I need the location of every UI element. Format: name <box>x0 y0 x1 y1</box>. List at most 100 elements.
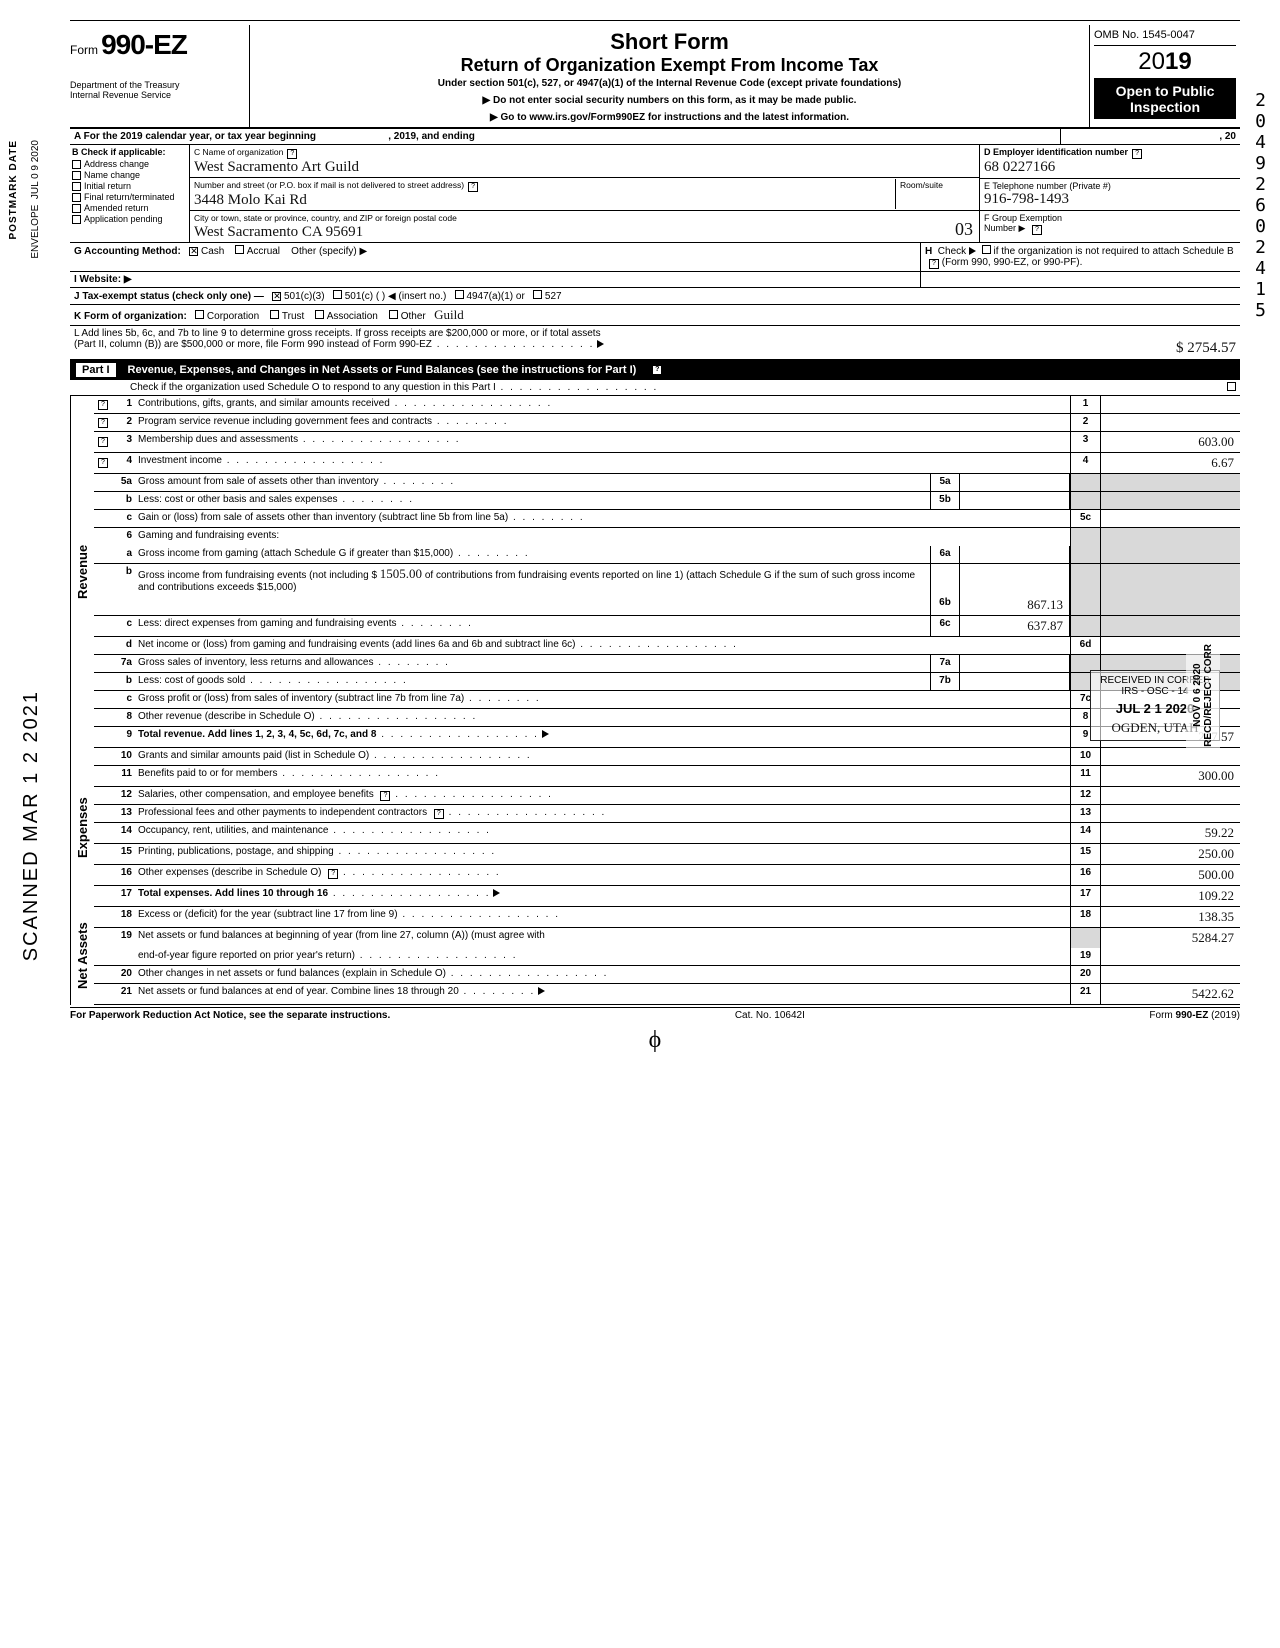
cb-4947[interactable] <box>455 290 464 299</box>
line-6d: Net income or (loss) from gaming and fun… <box>138 639 575 650</box>
line-21: Net assets or fund balances at end of ye… <box>138 986 459 997</box>
nov-stamp: NOV 0 6 2020RECD/REJECT CORR <box>1186 640 1220 751</box>
line-8: Other revenue (describe in Schedule O) <box>138 711 315 722</box>
cb-initial[interactable] <box>72 182 81 191</box>
line-14: Occupancy, rent, utilities, and maintena… <box>138 825 328 836</box>
line-4: Investment income <box>138 455 222 466</box>
form-number: 990-EZ <box>101 29 187 60</box>
val-6b: 867.13 <box>960 595 1070 615</box>
tax-year: 2019 <box>1094 46 1236 79</box>
part1-header: Part I Revenue, Expenses, and Changes in… <box>70 360 1240 380</box>
cb-501c3[interactable] <box>272 292 281 301</box>
cb-cash[interactable] <box>189 247 198 256</box>
line-20: Other changes in net assets or fund bala… <box>138 968 446 979</box>
help-icon[interactable]: ? <box>380 791 390 801</box>
line-6: Gaming and fundraising events: <box>138 530 279 541</box>
ssn-note: ▶ Do not enter social security numbers o… <box>258 95 1081 106</box>
i-label: I Website: ▶ <box>74 274 132 285</box>
help-icon[interactable]: ? <box>1032 225 1042 235</box>
lbl-final: Final return/terminated <box>84 192 175 202</box>
lbl-name: Name change <box>84 170 140 180</box>
org-city: West Sacramento CA 95691 <box>194 224 363 240</box>
c-street-label: Number and street (or P.O. box if mail i… <box>194 180 464 190</box>
cb-527[interactable] <box>533 290 542 299</box>
val-6b-contrib: 1505.00 <box>380 566 422 581</box>
cb-accrual[interactable] <box>235 245 244 254</box>
val-17: 109.22 <box>1100 886 1240 906</box>
line-13: Professional fees and other payments to … <box>138 807 427 818</box>
l-value: $ 2754.57 <box>1176 340 1236 356</box>
lbl-other-org: Other <box>401 311 426 322</box>
help-icon[interactable]: ? <box>468 182 478 192</box>
footer-left: For Paperwork Reduction Act Notice, see … <box>70 1010 390 1021</box>
help-icon[interactable]: ? <box>287 149 297 159</box>
cb-corp[interactable] <box>195 310 204 319</box>
doc-id-vertical: 20492602415 <box>1255 90 1270 321</box>
c-room-label: Room/suite <box>900 180 943 190</box>
lbl-address: Address change <box>84 159 149 169</box>
help-icon[interactable]: ? <box>98 437 108 447</box>
lbl-amended: Amended return <box>84 203 149 213</box>
section-expenses: Expenses <box>70 748 94 907</box>
line-19b: end-of-year figure reported on prior yea… <box>138 950 355 961</box>
phone: 916-798-1493 <box>984 191 1069 207</box>
row-a-left: A For the 2019 calendar year, or tax yea… <box>74 131 316 142</box>
g-label: G Accounting Method: <box>74 246 181 257</box>
val-16: 500.00 <box>1100 865 1240 885</box>
line-7b: Less: cost of goods sold <box>138 675 245 686</box>
cb-pending[interactable] <box>72 215 81 224</box>
line-17: Total expenses. Add lines 10 through 16 <box>138 888 328 899</box>
line-7a: Gross sales of inventory, less returns a… <box>138 657 373 668</box>
e-label: E Telephone number (Private #) <box>984 181 1111 191</box>
lbl-501c: 501(c) ( ) ◀ (insert no.) <box>345 291 447 302</box>
help-icon[interactable]: ? <box>98 400 108 410</box>
cb-name[interactable] <box>72 171 81 180</box>
help-icon[interactable]: ? <box>98 458 108 468</box>
help-icon[interactable]: ? <box>652 365 662 375</box>
cb-other[interactable] <box>389 310 398 319</box>
c-city-label: City or town, state or province, country… <box>194 213 457 223</box>
j-label: J Tax-exempt status (check only one) — <box>74 291 264 302</box>
val-15: 250.00 <box>1100 844 1240 864</box>
k-hand: Guild <box>434 307 464 322</box>
cb-trust[interactable] <box>270 310 279 319</box>
val-14: 59.22 <box>1100 823 1240 843</box>
cb-assoc[interactable] <box>315 310 324 319</box>
cb-amended[interactable] <box>72 204 81 213</box>
line-6c: Less: direct expenses from gaming and fu… <box>138 618 396 629</box>
help-icon[interactable]: ? <box>434 809 444 819</box>
f-label: F Group Exemption <box>984 213 1062 223</box>
line-18: Excess or (deficit) for the year (subtra… <box>138 909 398 920</box>
lbl-corp: Corporation <box>207 311 259 322</box>
help-icon[interactable]: ? <box>98 418 108 428</box>
jul-date: JUL 0 9 2020 <box>30 140 41 199</box>
val-18: 138.35 <box>1100 907 1240 927</box>
cb-address[interactable] <box>72 160 81 169</box>
page-footer: For Paperwork Reduction Act Notice, see … <box>70 1007 1240 1021</box>
l-line2: (Part II, column (B)) are $500,000 or mo… <box>74 339 432 350</box>
lbl-527: 527 <box>545 291 562 302</box>
cb-501c[interactable] <box>333 290 342 299</box>
line-9: Total revenue. Add lines 1, 2, 3, 4, 5c,… <box>138 729 376 740</box>
d-label: D Employer identification number <box>984 147 1128 157</box>
lbl-other: Other (specify) ▶ <box>291 246 367 257</box>
block-bcdef: B Check if applicable: Address change Na… <box>70 145 1240 243</box>
omb-number: OMB No. 1545-0047 <box>1094 29 1236 46</box>
part1-title: Revenue, Expenses, and Changes in Net As… <box>128 364 637 376</box>
open-public-1: Open to Public <box>1096 83 1234 99</box>
short-form-title: Short Form <box>258 29 1081 55</box>
line-1: Contributions, gifts, grants, and simila… <box>138 398 390 409</box>
help-icon[interactable]: ? <box>1132 149 1142 159</box>
line-15: Printing, publications, postage, and shi… <box>138 846 334 857</box>
cb-h[interactable] <box>982 245 991 254</box>
help-icon[interactable]: ? <box>929 259 939 269</box>
val-4: 6.67 <box>1100 453 1240 473</box>
lbl-trust: Trust <box>282 311 304 322</box>
cb-scho[interactable] <box>1227 382 1236 391</box>
cb-final[interactable] <box>72 193 81 202</box>
line-3: Membership dues and assessments <box>138 434 298 445</box>
col-b-head: B Check if applicable: <box>72 147 187 157</box>
help-icon[interactable]: ? <box>328 869 338 879</box>
row-a-right: , 20 <box>1060 129 1240 144</box>
line-6b1: Gross income from fundraising events (no… <box>138 570 377 581</box>
